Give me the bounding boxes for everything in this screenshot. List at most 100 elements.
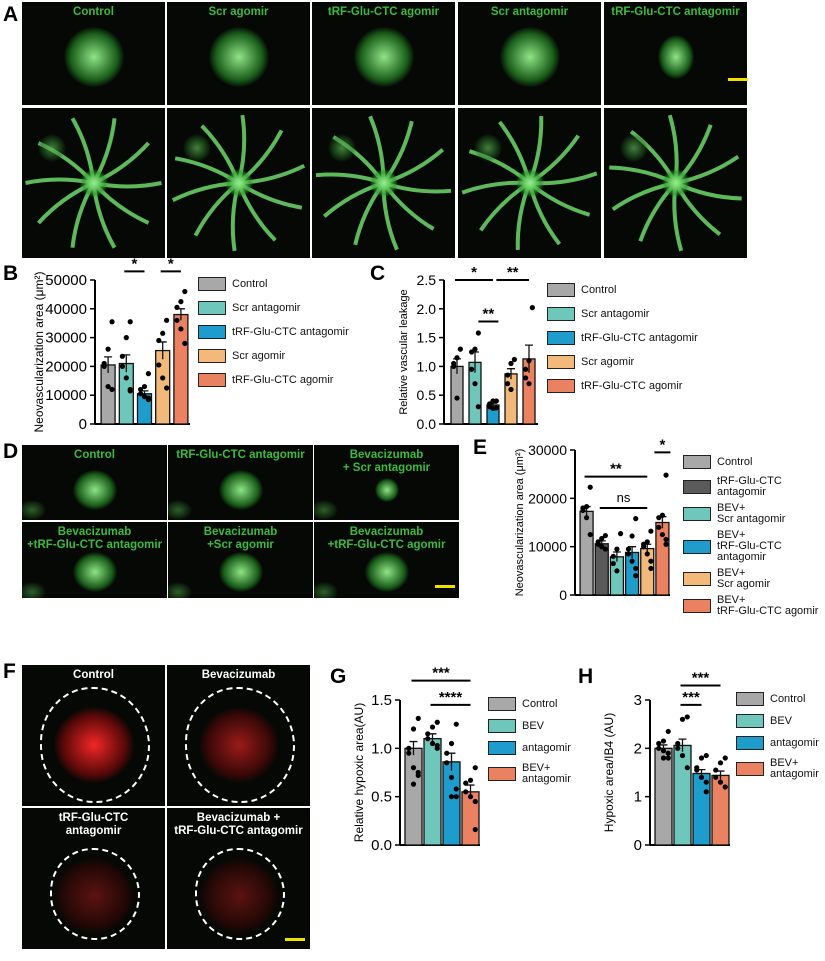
legend-item: BEV+ Scr antagomir	[683, 503, 825, 525]
data-point	[660, 738, 667, 744]
image-caption: tRF-Glu-CTC antagomir	[611, 6, 740, 18]
tissue-signal	[374, 478, 399, 502]
data-point	[425, 731, 431, 737]
image-caption: Bevacizumab +tRF-Glu-CTC antagomir	[26, 526, 163, 551]
data-point	[156, 337, 162, 344]
y-tick-label: 2.5	[417, 272, 437, 288]
y-tick-label: 20000	[528, 490, 567, 506]
y-tick-label: 0	[79, 416, 87, 433]
panel-label-g: G	[330, 665, 347, 688]
y-tick-label: 1.0	[371, 740, 392, 757]
data-point	[451, 363, 457, 369]
legend-swatch	[736, 736, 764, 750]
legend-label: tRF-Glu-CTC antagomir	[717, 475, 782, 498]
data-point	[505, 381, 511, 387]
tissue-signal	[474, 134, 502, 162]
data-point	[656, 740, 662, 747]
significance-label: ***	[692, 670, 710, 687]
data-point	[429, 724, 436, 730]
error-bar	[628, 546, 637, 559]
retina-outline	[195, 848, 285, 940]
data-point	[508, 360, 514, 367]
data-point	[511, 356, 517, 363]
data-point	[713, 774, 719, 780]
legend-swatch	[198, 301, 226, 315]
panel-label-a: A	[3, 3, 19, 26]
legend-label: Control	[232, 277, 268, 290]
image-caption: Bevacizumab + tRF-Glu-CTC antagomir	[174, 812, 303, 837]
y-axis-label: Relative vascular leakage	[398, 289, 410, 414]
bar	[100, 364, 116, 425]
data-point	[160, 375, 166, 381]
y-tick-label: 0.5	[371, 789, 392, 806]
data-point	[425, 736, 431, 742]
tissue-signal	[314, 582, 338, 598]
legend-item: Scr agomir	[547, 355, 698, 369]
data-point	[665, 755, 671, 761]
data-point	[614, 568, 620, 574]
tissue-signal	[218, 552, 263, 592]
image-a-top-3: Scr antagomir	[458, 2, 601, 105]
panel-label-b: B	[3, 262, 19, 285]
error-bar	[507, 368, 515, 380]
y-tick-label: 0.0	[417, 416, 437, 432]
tissue-signal	[661, 169, 690, 197]
data-point	[141, 394, 148, 400]
legend-item: BEV+ tRF-Glu-CTC agomir	[683, 595, 825, 617]
legend-swatch	[736, 762, 764, 776]
data-point	[629, 533, 635, 539]
tissue-signal	[79, 169, 108, 197]
legend-B: Control Scr antagomir tRF-Glu-CTC antagomi…	[198, 277, 349, 397]
legend-swatch	[736, 714, 764, 728]
y-tick-label: 1.0	[417, 358, 437, 374]
legend-G: Control BEV antagomir BEV+ antagomir	[488, 697, 571, 793]
legend-item: tRF-Glu-CTC antagomir	[198, 325, 349, 339]
legend-swatch	[547, 379, 575, 393]
legend-item: Scr agomir	[198, 349, 349, 363]
legend-swatch	[198, 325, 226, 339]
tissue-signal	[364, 552, 409, 592]
bar	[579, 510, 594, 596]
image-caption: tRF-Glu-CTC antagomir	[176, 449, 305, 461]
data-point	[505, 372, 511, 378]
image-caption: tRF-Glu-CTC antagomir	[58, 812, 129, 837]
data-point	[182, 340, 188, 346]
data-point	[629, 558, 635, 564]
legend-label: tRF-Glu-CTC agomir	[581, 379, 683, 392]
data-point	[648, 565, 654, 572]
error-bar	[612, 551, 621, 562]
data-point	[717, 760, 724, 766]
legend-swatch	[488, 719, 516, 733]
retina-outline	[50, 848, 140, 940]
panel-label-d: D	[3, 440, 19, 463]
legend-label: Control	[770, 692, 806, 705]
data-point	[610, 553, 616, 559]
panel-label-f: F	[3, 660, 16, 683]
legend-swatch	[198, 277, 226, 291]
data-point	[463, 780, 469, 786]
image-d-1: tRF-Glu-CTC antagomir	[168, 445, 313, 520]
data-point	[633, 573, 639, 579]
scale-bar	[435, 585, 455, 588]
data-point	[415, 715, 421, 721]
legend-item: Scr antagomir	[547, 307, 698, 321]
data-point	[675, 745, 681, 751]
data-point	[444, 760, 450, 766]
legend-swatch	[547, 283, 575, 297]
legend-swatch	[683, 455, 711, 469]
legend-item: tRF-Glu-CTC antagomir	[547, 331, 698, 345]
legend-swatch	[547, 331, 575, 345]
data-point	[434, 719, 440, 725]
legend-item: Control	[547, 283, 698, 297]
y-axis-label: Hypoxic area/IB4 (AU)	[602, 713, 616, 832]
y-axis-label: Relative hypoxic area(AU)	[352, 703, 366, 842]
tissue-signal	[515, 169, 544, 197]
data-point	[717, 779, 724, 785]
tissue-signal	[314, 500, 338, 520]
legend-swatch	[198, 349, 226, 363]
data-point	[448, 774, 455, 780]
data-point	[127, 319, 133, 325]
legend-label: antagomir	[522, 741, 571, 754]
